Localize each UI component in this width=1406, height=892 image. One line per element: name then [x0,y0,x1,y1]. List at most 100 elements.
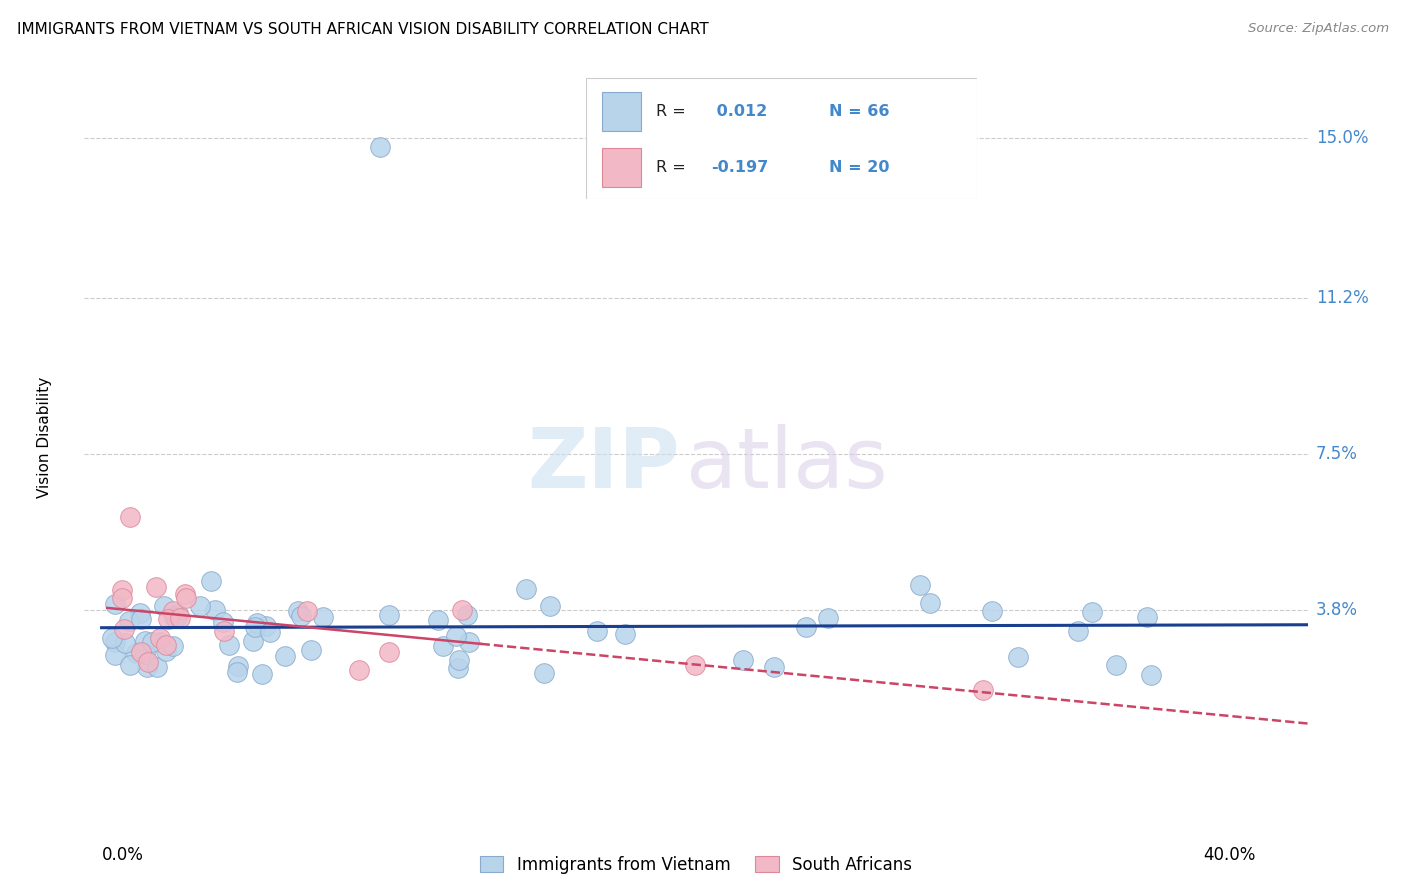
Point [449,653,471,667]
Point [141,635,163,649]
Point [1104,657,1126,672]
Point [378,607,401,622]
Point [447,661,470,675]
Point [290,608,312,623]
Point [301,643,323,657]
Point [250,667,273,681]
Point [155,638,177,652]
Point [254,619,277,633]
Point [796,620,818,634]
Point [155,644,177,658]
Point [211,615,233,630]
Point [136,660,159,674]
Text: 0.0%: 0.0% [101,846,143,864]
Point [136,655,159,669]
Point [111,582,134,597]
Point [427,613,450,627]
Point [450,603,472,617]
Legend: Immigrants from Vietnam, South Africans: Immigrants from Vietnam, South Africans [474,849,918,880]
Point [157,611,180,625]
Point [101,631,124,645]
Point [243,620,266,634]
Point [104,648,127,662]
Point [145,581,167,595]
Point [347,663,370,677]
Point [763,660,786,674]
Point [1140,668,1163,682]
Point [246,615,269,630]
Point [295,604,318,618]
Point [218,638,240,652]
Point [212,624,235,638]
Text: 15.0%: 15.0% [1316,129,1368,147]
Point [918,597,941,611]
Point [162,639,184,653]
Text: 40.0%: 40.0% [1204,846,1256,864]
Point [1081,606,1104,620]
Point [120,657,142,672]
Point [149,631,172,645]
Point [377,645,399,659]
Point [538,599,561,613]
Point [104,597,127,611]
Text: Source: ZipAtlas.com: Source: ZipAtlas.com [1249,22,1389,36]
Point [1136,610,1159,624]
Point [456,608,478,623]
Text: 3.8%: 3.8% [1316,601,1358,619]
Text: 7.5%: 7.5% [1316,445,1358,463]
Point [432,639,454,653]
Point [166,607,188,621]
Point [114,636,136,650]
Point [146,660,169,674]
Point [225,665,247,680]
Point [1007,649,1029,664]
Point [204,603,226,617]
Point [242,634,264,648]
Point [533,666,555,681]
Point [134,647,156,661]
Point [226,659,249,673]
Point [981,604,1004,618]
Point [165,611,187,625]
Text: ZIP: ZIP [527,424,681,505]
Point [457,635,479,649]
Point [129,606,152,620]
Point [368,139,391,153]
Text: Vision Disability: Vision Disability [37,376,52,498]
Point [312,609,335,624]
Point [908,578,931,592]
Point [683,658,706,673]
Text: 11.2%: 11.2% [1316,289,1368,308]
Point [162,604,184,618]
Point [153,599,176,613]
Point [163,610,186,624]
Point [131,612,153,626]
Text: atlas: atlas [686,424,889,505]
Point [129,645,152,659]
Point [125,646,148,660]
Point [586,624,609,639]
Point [120,510,142,524]
Point [515,582,537,596]
Point [104,635,127,649]
Text: IMMIGRANTS FROM VIETNAM VS SOUTH AFRICAN VISION DISABILITY CORRELATION CHART: IMMIGRANTS FROM VIETNAM VS SOUTH AFRICAN… [17,22,709,37]
Point [149,634,172,648]
Point [972,683,994,698]
Point [817,611,839,625]
Point [112,622,135,636]
Point [274,649,297,664]
Point [118,614,141,628]
Point [613,627,636,641]
Point [110,591,132,606]
Point [444,629,467,643]
Point [169,610,191,624]
Point [173,587,195,601]
Point [174,591,197,606]
Point [259,624,281,639]
Point [188,599,211,614]
Point [200,574,222,588]
Point [287,604,309,618]
Point [134,633,156,648]
Point [1067,624,1090,639]
Point [733,653,755,667]
